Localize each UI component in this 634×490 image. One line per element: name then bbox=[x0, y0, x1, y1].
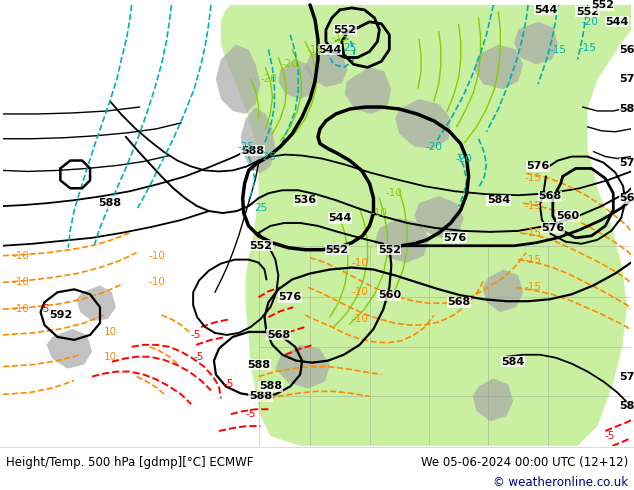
Text: -20: -20 bbox=[581, 17, 598, 27]
Text: 544: 544 bbox=[318, 45, 342, 54]
Text: -10: -10 bbox=[351, 258, 368, 268]
Text: -5: -5 bbox=[245, 409, 256, 419]
Text: -15: -15 bbox=[524, 255, 541, 265]
Text: 25: 25 bbox=[254, 203, 267, 213]
Text: -25: -25 bbox=[260, 151, 277, 162]
Text: -20: -20 bbox=[455, 153, 472, 164]
Text: 568: 568 bbox=[267, 330, 290, 340]
Text: 576: 576 bbox=[526, 162, 550, 172]
Text: 552: 552 bbox=[591, 0, 614, 10]
Text: -15: -15 bbox=[524, 173, 541, 183]
Polygon shape bbox=[395, 99, 451, 148]
Text: -20: -20 bbox=[425, 142, 443, 151]
Text: -15: -15 bbox=[579, 43, 596, 52]
Text: 568: 568 bbox=[619, 45, 634, 54]
Text: 584: 584 bbox=[487, 195, 510, 205]
Text: 536: 536 bbox=[294, 195, 316, 205]
Text: -10: -10 bbox=[386, 188, 403, 198]
Text: -10: -10 bbox=[371, 208, 388, 218]
Text: 576: 576 bbox=[619, 74, 634, 84]
Text: -15: -15 bbox=[549, 45, 566, 54]
Text: 10: 10 bbox=[103, 327, 117, 337]
Text: -5: -5 bbox=[194, 352, 204, 362]
Text: 568: 568 bbox=[538, 191, 562, 201]
Text: 588: 588 bbox=[247, 360, 270, 369]
Text: -10: -10 bbox=[12, 251, 29, 261]
Polygon shape bbox=[472, 378, 513, 421]
Text: 560: 560 bbox=[556, 211, 579, 221]
Text: 588: 588 bbox=[241, 146, 264, 156]
Text: 544: 544 bbox=[328, 213, 351, 223]
Text: -15: -15 bbox=[332, 33, 348, 43]
Text: 584: 584 bbox=[619, 104, 634, 114]
Text: -15: -15 bbox=[524, 282, 541, 293]
Polygon shape bbox=[221, 5, 631, 446]
Text: We 05-06-2024 00:00 UTC (12+12): We 05-06-2024 00:00 UTC (12+12) bbox=[421, 456, 628, 469]
Text: -25: -25 bbox=[237, 142, 254, 151]
Polygon shape bbox=[216, 45, 261, 114]
Polygon shape bbox=[375, 218, 429, 263]
Text: 576: 576 bbox=[443, 233, 467, 243]
Text: 576: 576 bbox=[541, 223, 564, 233]
Polygon shape bbox=[76, 285, 116, 321]
Polygon shape bbox=[305, 48, 347, 87]
Text: 584: 584 bbox=[501, 357, 525, 367]
Text: Height/Temp. 500 hPa [gdmp][°C] ECMWF: Height/Temp. 500 hPa [gdmp][°C] ECMWF bbox=[6, 456, 254, 469]
Polygon shape bbox=[278, 59, 315, 99]
Text: 576: 576 bbox=[278, 292, 302, 302]
Text: 544: 544 bbox=[605, 17, 629, 27]
Polygon shape bbox=[474, 45, 523, 89]
Text: 552: 552 bbox=[333, 24, 356, 35]
Text: -10: -10 bbox=[148, 251, 165, 261]
Text: -5: -5 bbox=[224, 379, 234, 390]
Polygon shape bbox=[275, 345, 330, 389]
Text: -5: -5 bbox=[604, 431, 614, 441]
Text: -20: -20 bbox=[260, 74, 277, 84]
Polygon shape bbox=[305, 5, 370, 64]
Text: 576: 576 bbox=[619, 158, 634, 169]
Text: 552: 552 bbox=[325, 245, 348, 255]
Text: 588: 588 bbox=[259, 381, 282, 392]
Text: -10: -10 bbox=[351, 287, 368, 297]
Text: 560: 560 bbox=[378, 290, 401, 300]
Text: -10: -10 bbox=[351, 314, 368, 324]
Text: 25: 25 bbox=[343, 43, 356, 52]
Text: 544: 544 bbox=[534, 5, 557, 15]
Text: 588: 588 bbox=[98, 198, 122, 208]
Text: 568: 568 bbox=[447, 297, 470, 307]
Text: 552: 552 bbox=[576, 7, 599, 17]
Text: 592: 592 bbox=[49, 310, 72, 320]
Text: 10: 10 bbox=[103, 352, 117, 362]
Polygon shape bbox=[46, 329, 92, 368]
Text: -15: -15 bbox=[524, 228, 541, 238]
Text: -5: -5 bbox=[191, 330, 202, 340]
Text: -10: -10 bbox=[12, 277, 29, 288]
Text: -5: -5 bbox=[39, 304, 49, 314]
Polygon shape bbox=[514, 22, 558, 64]
Text: 552: 552 bbox=[378, 245, 401, 255]
Polygon shape bbox=[414, 196, 463, 238]
Text: -15: -15 bbox=[306, 45, 323, 54]
Text: -20: -20 bbox=[281, 59, 299, 70]
Text: -15: -15 bbox=[524, 201, 541, 211]
Text: 560: 560 bbox=[619, 193, 634, 203]
Text: -10: -10 bbox=[12, 304, 29, 314]
Text: © weatheronline.co.uk: © weatheronline.co.uk bbox=[493, 476, 628, 489]
Text: 588: 588 bbox=[249, 392, 272, 401]
Text: 576: 576 bbox=[619, 371, 634, 382]
Text: -10: -10 bbox=[148, 277, 165, 288]
Text: 552: 552 bbox=[249, 241, 272, 251]
Text: 584: 584 bbox=[619, 401, 634, 411]
Polygon shape bbox=[241, 107, 275, 173]
Polygon shape bbox=[345, 68, 391, 114]
Polygon shape bbox=[482, 270, 523, 312]
